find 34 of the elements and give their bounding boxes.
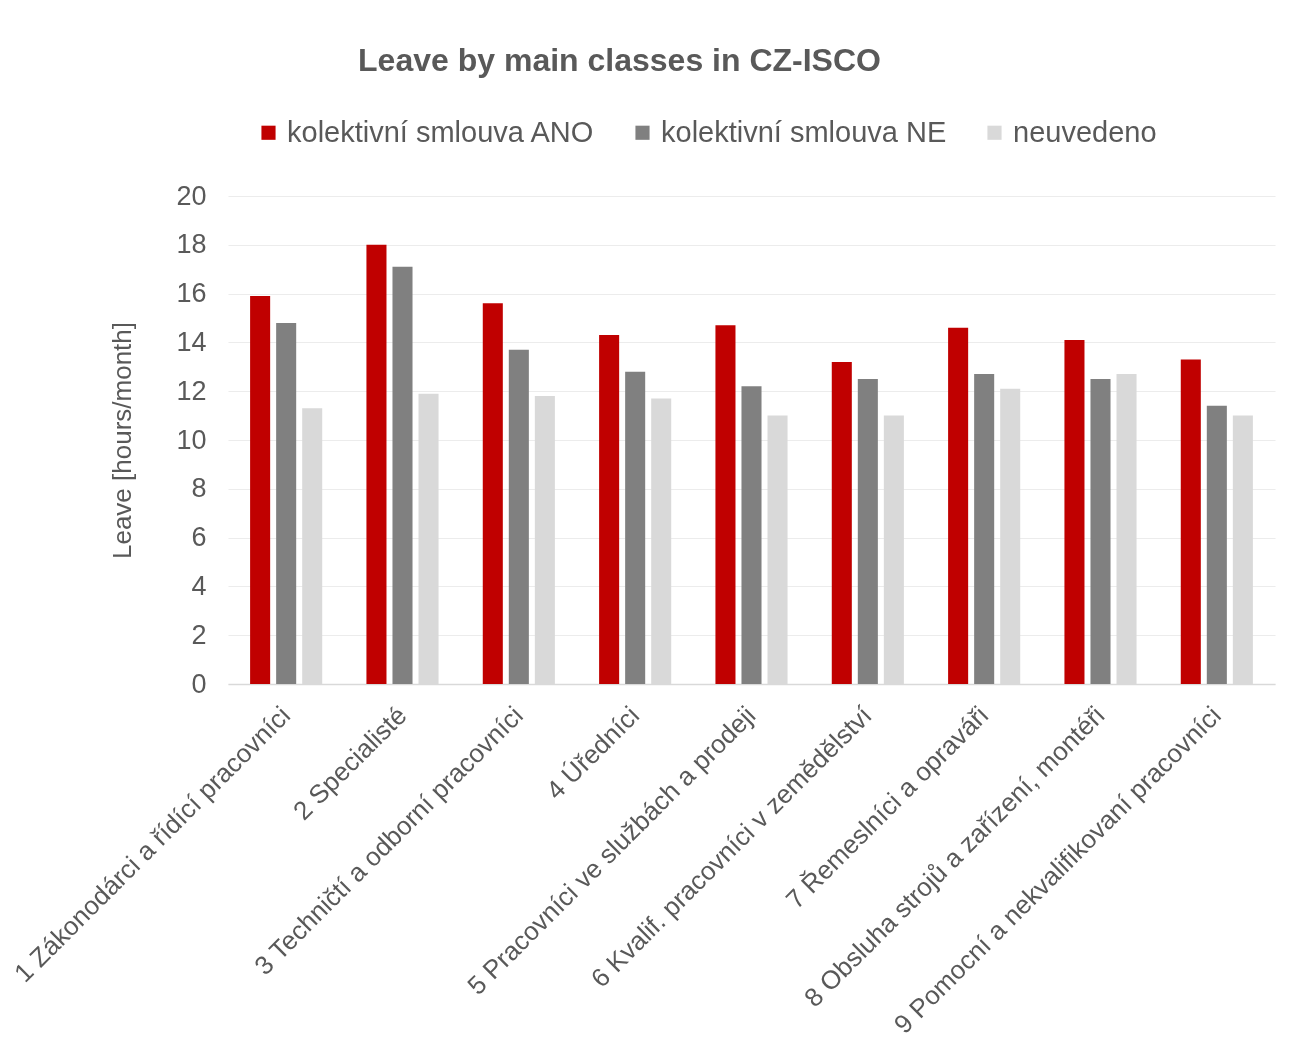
y-tick-label: 20 [176, 180, 207, 211]
y-tick-label: 4 [191, 570, 207, 601]
bar [948, 327, 969, 684]
chart-title: Leave by main classes in CZ-ISCO [358, 42, 881, 78]
bar [1064, 339, 1085, 684]
y-tick-label: 12 [176, 375, 207, 406]
bar [1180, 359, 1201, 684]
y-tick-label: 16 [176, 278, 207, 309]
bar [831, 361, 852, 684]
y-tick-label: 10 [176, 424, 207, 455]
y-axis-title: Leave [hours/month] [107, 321, 138, 560]
bar [741, 386, 762, 684]
y-tick-label: 8 [191, 473, 207, 504]
y-tick-label: 0 [191, 668, 207, 699]
bar [625, 371, 646, 684]
y-tick-label: 2 [191, 619, 207, 650]
y-tick-label: 6 [191, 522, 207, 553]
legend-label: kolektivní smlouva ANO [287, 115, 594, 148]
y-tick-label: 18 [176, 229, 207, 260]
bar [715, 325, 736, 684]
bar [1206, 405, 1227, 684]
legend-label: neuvedeno [1013, 115, 1157, 148]
bar [857, 379, 878, 684]
legend-label: kolektivní smlouva NE [661, 115, 947, 148]
bar [1090, 379, 1111, 684]
bar [392, 266, 413, 684]
bar [482, 303, 503, 684]
y-tick-label: 14 [176, 326, 207, 357]
bar [974, 374, 995, 684]
bar [366, 244, 387, 684]
bar [276, 322, 297, 684]
bar [599, 335, 620, 684]
bar [250, 296, 271, 684]
bar [508, 349, 529, 684]
